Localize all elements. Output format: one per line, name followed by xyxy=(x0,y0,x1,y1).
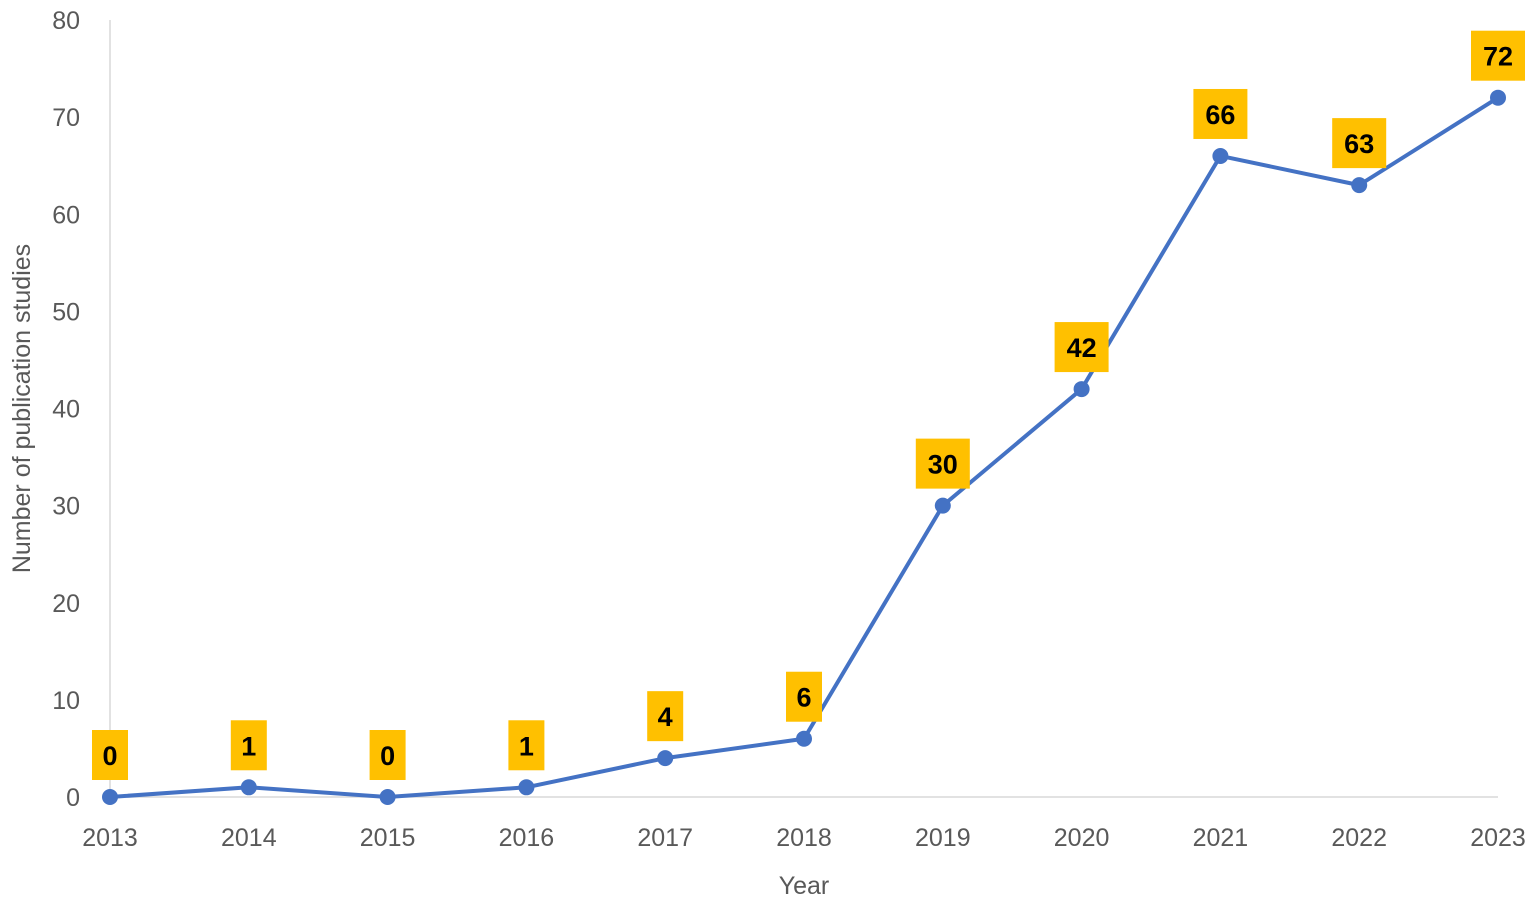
data-point xyxy=(102,789,118,805)
data-point xyxy=(1073,381,1090,398)
data-label: 1 xyxy=(230,720,267,771)
y-tick-label: 30 xyxy=(52,493,80,521)
data-label-box xyxy=(1054,322,1109,373)
data-label-text: 1 xyxy=(241,731,256,761)
data-label-box xyxy=(1193,88,1248,139)
data-label-box xyxy=(369,730,406,780)
data-label-text: 30 xyxy=(928,450,958,480)
y-tick-label: 0 xyxy=(66,784,80,812)
data-label: 30 xyxy=(915,438,970,489)
data-label: 63 xyxy=(1332,118,1387,169)
data-label-box xyxy=(508,720,545,771)
y-tick-label: 20 xyxy=(52,590,80,618)
data-label-text: 63 xyxy=(1344,129,1374,159)
x-tick-label: 2021 xyxy=(1193,824,1249,852)
data-label-text: 0 xyxy=(102,741,117,771)
data-label: 1 xyxy=(508,720,545,771)
data-point xyxy=(1351,177,1368,194)
data-label-box xyxy=(786,671,822,722)
data-point xyxy=(518,779,535,796)
data-label: 66 xyxy=(1193,88,1248,139)
data-point xyxy=(657,750,674,767)
data-label-text: 42 xyxy=(1067,333,1097,363)
data-label-text: 66 xyxy=(1205,100,1235,130)
x-tick-label: 2022 xyxy=(1331,824,1387,852)
data-point xyxy=(934,497,951,514)
x-tick-label: 2013 xyxy=(82,824,138,852)
data-label-text: 6 xyxy=(796,683,811,713)
data-point xyxy=(379,789,396,805)
y-tick-label: 50 xyxy=(52,298,80,326)
data-point xyxy=(796,730,812,747)
data-labels: 0 1 0 1 4 6 30 42 66 63 72 xyxy=(92,30,1525,780)
data-point xyxy=(240,779,257,796)
y-axis-title: Number of publication studies xyxy=(8,244,36,573)
data-label-box xyxy=(915,438,970,489)
data-label-text: 72 xyxy=(1483,42,1513,72)
data-label: 42 xyxy=(1054,322,1109,373)
data-label-text: 4 xyxy=(658,702,673,732)
data-label-box xyxy=(647,691,684,742)
data-label-text: 1 xyxy=(519,731,534,761)
x-axis-ticks: 2013 2014 2015 2016 2017 2018 2019 2020 2021 2022… xyxy=(82,824,1526,852)
x-tick-label: 2016 xyxy=(499,824,555,852)
data-point xyxy=(1212,147,1229,164)
x-tick-label: 2017 xyxy=(637,824,693,852)
y-tick-label: 70 xyxy=(52,104,80,132)
x-tick-label: 2014 xyxy=(221,824,277,852)
data-label: 4 xyxy=(647,691,684,742)
data-label: 72 xyxy=(1471,30,1525,81)
x-tick-label: 2018 xyxy=(776,824,832,852)
data-label: 0 xyxy=(369,730,406,780)
data-label-box xyxy=(92,730,128,780)
data-label: 6 xyxy=(786,671,822,722)
x-axis-title: Year xyxy=(779,872,830,900)
data-label-box xyxy=(230,720,267,771)
y-axis-ticks: 0 10 20 30 40 50 60 70 80 xyxy=(52,7,80,812)
x-tick-label: 2015 xyxy=(360,824,416,852)
x-tick-label: 2023 xyxy=(1470,824,1526,852)
x-tick-label: 2020 xyxy=(1054,824,1110,852)
y-tick-label: 10 xyxy=(52,687,80,715)
data-label-box xyxy=(1332,118,1387,169)
data-label-text: 0 xyxy=(380,741,395,771)
y-tick-label: 40 xyxy=(52,396,80,424)
y-tick-label: 80 xyxy=(52,7,80,35)
data-point xyxy=(1490,89,1506,106)
data-label: 0 xyxy=(92,730,128,780)
series-markers xyxy=(102,89,1506,805)
x-tick-label: 2019 xyxy=(915,824,971,852)
y-tick-label: 60 xyxy=(52,201,80,229)
data-label-box xyxy=(1471,30,1525,81)
